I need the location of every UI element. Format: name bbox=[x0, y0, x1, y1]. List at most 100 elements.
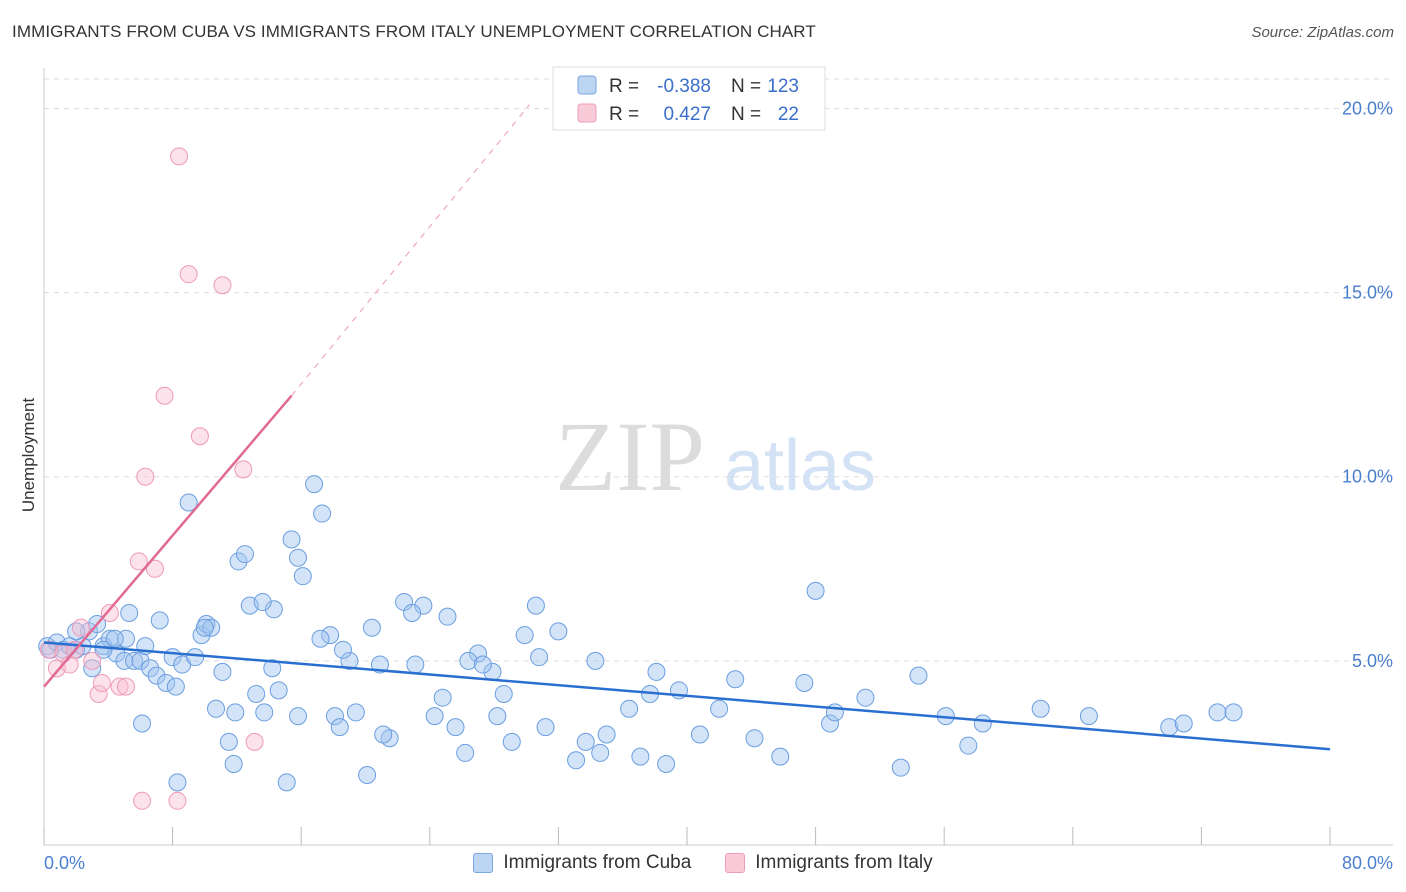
cuba-point bbox=[157, 673, 176, 692]
cuba-point bbox=[591, 743, 610, 762]
cuba-point bbox=[207, 699, 226, 718]
cuba-point bbox=[530, 648, 549, 667]
cuba-point bbox=[446, 718, 465, 737]
cuba-point bbox=[576, 732, 595, 751]
cuba-point bbox=[710, 699, 729, 718]
italy-point bbox=[89, 685, 108, 704]
cuba-point bbox=[647, 662, 666, 681]
y-tick-label: 10.0% bbox=[1342, 467, 1393, 487]
cuba-point bbox=[253, 592, 272, 611]
cuba-point bbox=[433, 688, 452, 707]
legend-swatch-cuba bbox=[577, 75, 597, 95]
italy-point bbox=[71, 618, 90, 637]
italy-point bbox=[179, 265, 198, 284]
cuba-point bbox=[67, 622, 86, 641]
cuba-point bbox=[235, 545, 254, 564]
legend-swatch-cuba-bottom bbox=[473, 853, 494, 873]
cuba-point bbox=[224, 754, 243, 773]
cuba-point bbox=[311, 629, 330, 648]
cuba-point bbox=[891, 758, 910, 777]
cuba-point bbox=[313, 504, 332, 523]
cuba-point bbox=[438, 607, 457, 626]
cuba-point bbox=[333, 640, 352, 659]
cuba-point bbox=[213, 662, 232, 681]
cuba-point bbox=[277, 773, 296, 792]
cuba-point bbox=[403, 603, 422, 622]
cuba-point bbox=[131, 651, 150, 670]
cuba-point bbox=[195, 618, 214, 637]
italy-point bbox=[234, 460, 253, 479]
cuba-point bbox=[150, 611, 169, 630]
cuba-point bbox=[186, 648, 205, 667]
cuba-point bbox=[745, 729, 764, 748]
cuba-point bbox=[959, 736, 978, 755]
cuba-point bbox=[255, 703, 274, 722]
italy-point bbox=[129, 552, 148, 571]
cuba-point bbox=[293, 567, 312, 586]
cuba-point bbox=[1079, 707, 1098, 726]
bottom-legend: Immigrants from Cuba Immigrants from Ita… bbox=[0, 852, 1406, 874]
cuba-point bbox=[247, 685, 266, 704]
cuba-point bbox=[406, 655, 425, 674]
italy-point bbox=[116, 677, 135, 696]
cuba-point bbox=[340, 651, 359, 670]
cuba-point bbox=[690, 725, 709, 744]
cuba-point bbox=[425, 707, 444, 726]
italy-point bbox=[100, 603, 119, 622]
cuba-point bbox=[358, 766, 377, 785]
cuba-point bbox=[469, 644, 488, 663]
legend-frame bbox=[552, 66, 826, 131]
cuba-point bbox=[821, 714, 840, 733]
cuba-point bbox=[473, 655, 492, 674]
cuba-point bbox=[94, 640, 113, 659]
cuba-point bbox=[586, 651, 605, 670]
legend-cuba-r-label: R = bbox=[609, 76, 639, 97]
x-tick-label-min: 0.0% bbox=[44, 853, 85, 873]
cuba-point bbox=[502, 732, 521, 751]
cuba-point bbox=[219, 732, 238, 751]
cuba-point bbox=[631, 747, 650, 766]
italy-point bbox=[190, 427, 209, 446]
legend-cuba-n-value: 123 bbox=[767, 76, 799, 97]
cuba-point bbox=[771, 747, 790, 766]
cuba-point bbox=[856, 688, 875, 707]
cuba-trend-line bbox=[43, 641, 1331, 751]
italy-point bbox=[155, 386, 174, 405]
cuba-point bbox=[362, 618, 381, 637]
watermark-zip: ZIP bbox=[555, 401, 705, 512]
legend-label-cuba: Immigrants from Cuba bbox=[503, 852, 692, 873]
cuba-point bbox=[282, 530, 301, 549]
cuba-point bbox=[229, 552, 248, 571]
grid bbox=[44, 78, 1393, 662]
cuba-point bbox=[263, 659, 282, 678]
cuba-point bbox=[909, 666, 928, 685]
cuba-point bbox=[567, 751, 586, 770]
cuba-point bbox=[620, 699, 639, 718]
legend-item-italy: Immigrants from Italy bbox=[725, 852, 933, 874]
cuba-point bbox=[141, 659, 160, 678]
y-tick-label: 15.0% bbox=[1342, 283, 1393, 303]
cuba-point bbox=[264, 600, 283, 619]
italy-trend-extension bbox=[291, 104, 530, 397]
italy-point bbox=[168, 791, 187, 810]
y-tick-label: 5.0% bbox=[1352, 651, 1393, 671]
cuba-point bbox=[305, 475, 324, 494]
italy-point bbox=[110, 677, 129, 696]
cuba-points bbox=[38, 475, 1243, 792]
italy-point bbox=[213, 276, 232, 295]
source-label: Source: ZipAtlas.com bbox=[1251, 24, 1394, 41]
italy-point bbox=[92, 673, 111, 692]
legend-italy-n-value: 22 bbox=[778, 104, 799, 125]
cuba-point bbox=[133, 714, 152, 733]
cuba-point bbox=[806, 581, 825, 600]
axes bbox=[43, 68, 1393, 846]
cuba-point bbox=[374, 725, 393, 744]
cuba-point bbox=[1174, 714, 1193, 733]
cuba-point bbox=[325, 707, 344, 726]
legend-cuba-n-label: N = bbox=[731, 76, 761, 97]
italy-point bbox=[245, 732, 264, 751]
cuba-point bbox=[414, 596, 433, 615]
cuba-point bbox=[795, 673, 814, 692]
legend-label-italy: Immigrants from Italy bbox=[755, 852, 933, 873]
